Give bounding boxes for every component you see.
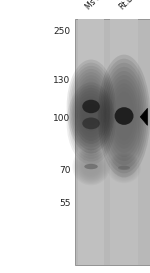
- Text: 100: 100: [53, 114, 70, 123]
- Text: Rt.brain: Rt.brain: [118, 0, 146, 11]
- Text: 70: 70: [59, 166, 70, 175]
- Ellipse shape: [100, 59, 148, 173]
- Ellipse shape: [101, 63, 147, 169]
- Ellipse shape: [103, 67, 145, 165]
- Ellipse shape: [70, 88, 112, 159]
- Ellipse shape: [115, 107, 134, 125]
- Text: Ms brain: Ms brain: [84, 0, 114, 11]
- Ellipse shape: [82, 117, 100, 129]
- Bar: [75, 19, 150, 265]
- Ellipse shape: [67, 60, 116, 153]
- Bar: [110, 19, 138, 265]
- Ellipse shape: [68, 85, 114, 162]
- Ellipse shape: [98, 55, 150, 177]
- Ellipse shape: [105, 71, 143, 161]
- Ellipse shape: [118, 166, 130, 170]
- Ellipse shape: [84, 164, 98, 169]
- Ellipse shape: [70, 66, 112, 147]
- Ellipse shape: [72, 69, 111, 144]
- Ellipse shape: [82, 100, 100, 113]
- Ellipse shape: [72, 91, 111, 156]
- Ellipse shape: [67, 82, 116, 164]
- Ellipse shape: [106, 75, 142, 157]
- Ellipse shape: [68, 63, 114, 150]
- Text: 55: 55: [59, 199, 70, 208]
- Text: 130: 130: [53, 76, 70, 85]
- Polygon shape: [140, 108, 147, 125]
- Text: 250: 250: [53, 27, 70, 36]
- Ellipse shape: [73, 72, 109, 141]
- Bar: [78, 19, 104, 265]
